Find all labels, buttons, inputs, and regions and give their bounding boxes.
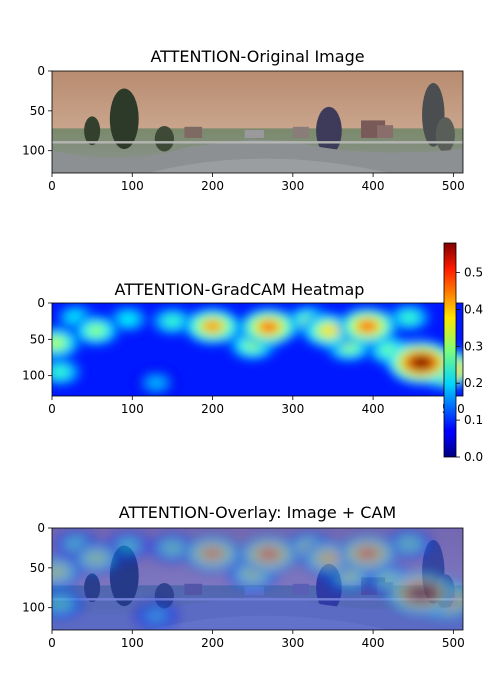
- heat-blob: [400, 312, 418, 323]
- y-tick-label: 100: [22, 144, 45, 158]
- x-tick-label: 0: [48, 179, 56, 193]
- heat-blob: [400, 538, 418, 550]
- x-tick-label: 500: [442, 636, 465, 650]
- y-tick-label: 100: [22, 601, 45, 615]
- x-tick-label: 100: [121, 636, 144, 650]
- colorbar-ticks: 0.0 0.1 0.2 0.3 0.4 0.5: [456, 266, 483, 464]
- x-tick-label: 200: [201, 636, 224, 650]
- heat-blob: [356, 547, 379, 560]
- heat-blob: [52, 366, 69, 378]
- heat-blob: [319, 324, 339, 337]
- x-tick-label: 0: [48, 402, 56, 416]
- panel-gradcam-heatmap: ATTENTION-GradCAM Heatmap 0 100 200 300 400 5…: [22, 280, 465, 416]
- colorbar-tick-label: 0.2: [464, 376, 483, 390]
- heat-blob: [319, 552, 339, 565]
- heat-blob: [52, 598, 69, 609]
- y-tick-label: 50: [30, 332, 45, 346]
- y-tick-label: 0: [37, 296, 45, 310]
- y-tick-label: 50: [30, 104, 45, 118]
- x-tick-label: 300: [281, 179, 304, 193]
- x-tick-label: 400: [362, 636, 385, 650]
- heat-blob: [258, 547, 280, 561]
- original-image: [52, 71, 463, 173]
- y-tick-label: 50: [30, 561, 45, 575]
- colorbar-tick-label: 0.1: [464, 413, 483, 427]
- heat-blob: [409, 355, 434, 370]
- heat-blob: [148, 378, 165, 388]
- overlay-image: [52, 528, 463, 630]
- heat-blob: [87, 325, 106, 337]
- panel3-ticks: 0 100 200 300 400 500 0 50 100: [22, 521, 465, 650]
- y-tick-label: 0: [37, 521, 45, 535]
- heat-blob: [119, 314, 137, 324]
- heat-blob: [163, 316, 181, 327]
- x-tick-label: 300: [281, 636, 304, 650]
- heat-blob: [87, 552, 106, 564]
- panel1-frame: [51, 70, 464, 174]
- heat-blob: [409, 586, 434, 601]
- x-tick-label: 100: [121, 402, 144, 416]
- panel2-frame: [51, 302, 464, 397]
- panel1-ticks: 0 100 200 300 400 500 0 50 100: [22, 64, 465, 193]
- x-tick-label: 500: [442, 179, 465, 193]
- x-tick-label: 400: [362, 179, 385, 193]
- heat-blob: [356, 319, 379, 333]
- heat-blob: [163, 542, 181, 554]
- x-tick-label: 200: [201, 402, 224, 416]
- colorbar-gradient: [443, 242, 457, 458]
- panel2-title: ATTENTION-GradCAM Heatmap: [115, 280, 365, 299]
- heat-blob: [52, 337, 66, 349]
- panel3-frame: [51, 527, 464, 631]
- colorbar-tick-label: 0.4: [464, 302, 483, 316]
- panel-original-image: ATTENTION-Original Image 0 100 200 300 400 50…: [22, 47, 465, 193]
- heat-blob: [202, 320, 223, 333]
- colorbar-tick-label: 0.3: [464, 339, 483, 353]
- heat-blob: [148, 610, 165, 621]
- x-tick-label: 300: [281, 402, 304, 416]
- panel-overlay: ATTENTION-Overlay: Image + CAM 0 100 200 30…: [22, 503, 465, 650]
- heat-blob: [119, 540, 137, 551]
- heat-blob: [202, 547, 223, 560]
- colorbar-tick-label: 0.5: [464, 266, 483, 280]
- y-tick-label: 0: [37, 64, 45, 78]
- colorbar-tick-label: 0.0: [464, 450, 483, 464]
- heatmap-plot: [52, 303, 463, 396]
- y-tick-label: 100: [22, 369, 45, 383]
- x-tick-label: 400: [362, 402, 385, 416]
- heat-blob: [258, 320, 280, 334]
- x-tick-label: 100: [121, 179, 144, 193]
- panel1-title: ATTENTION-Original Image: [150, 47, 364, 66]
- x-tick-label: 200: [201, 179, 224, 193]
- heat-blob: [52, 566, 66, 578]
- panel3-title: ATTENTION-Overlay: Image + CAM: [119, 503, 396, 522]
- x-tick-label: 0: [48, 636, 56, 650]
- colorbar: 0.0 0.1 0.2 0.3 0.4 0.5: [443, 242, 483, 464]
